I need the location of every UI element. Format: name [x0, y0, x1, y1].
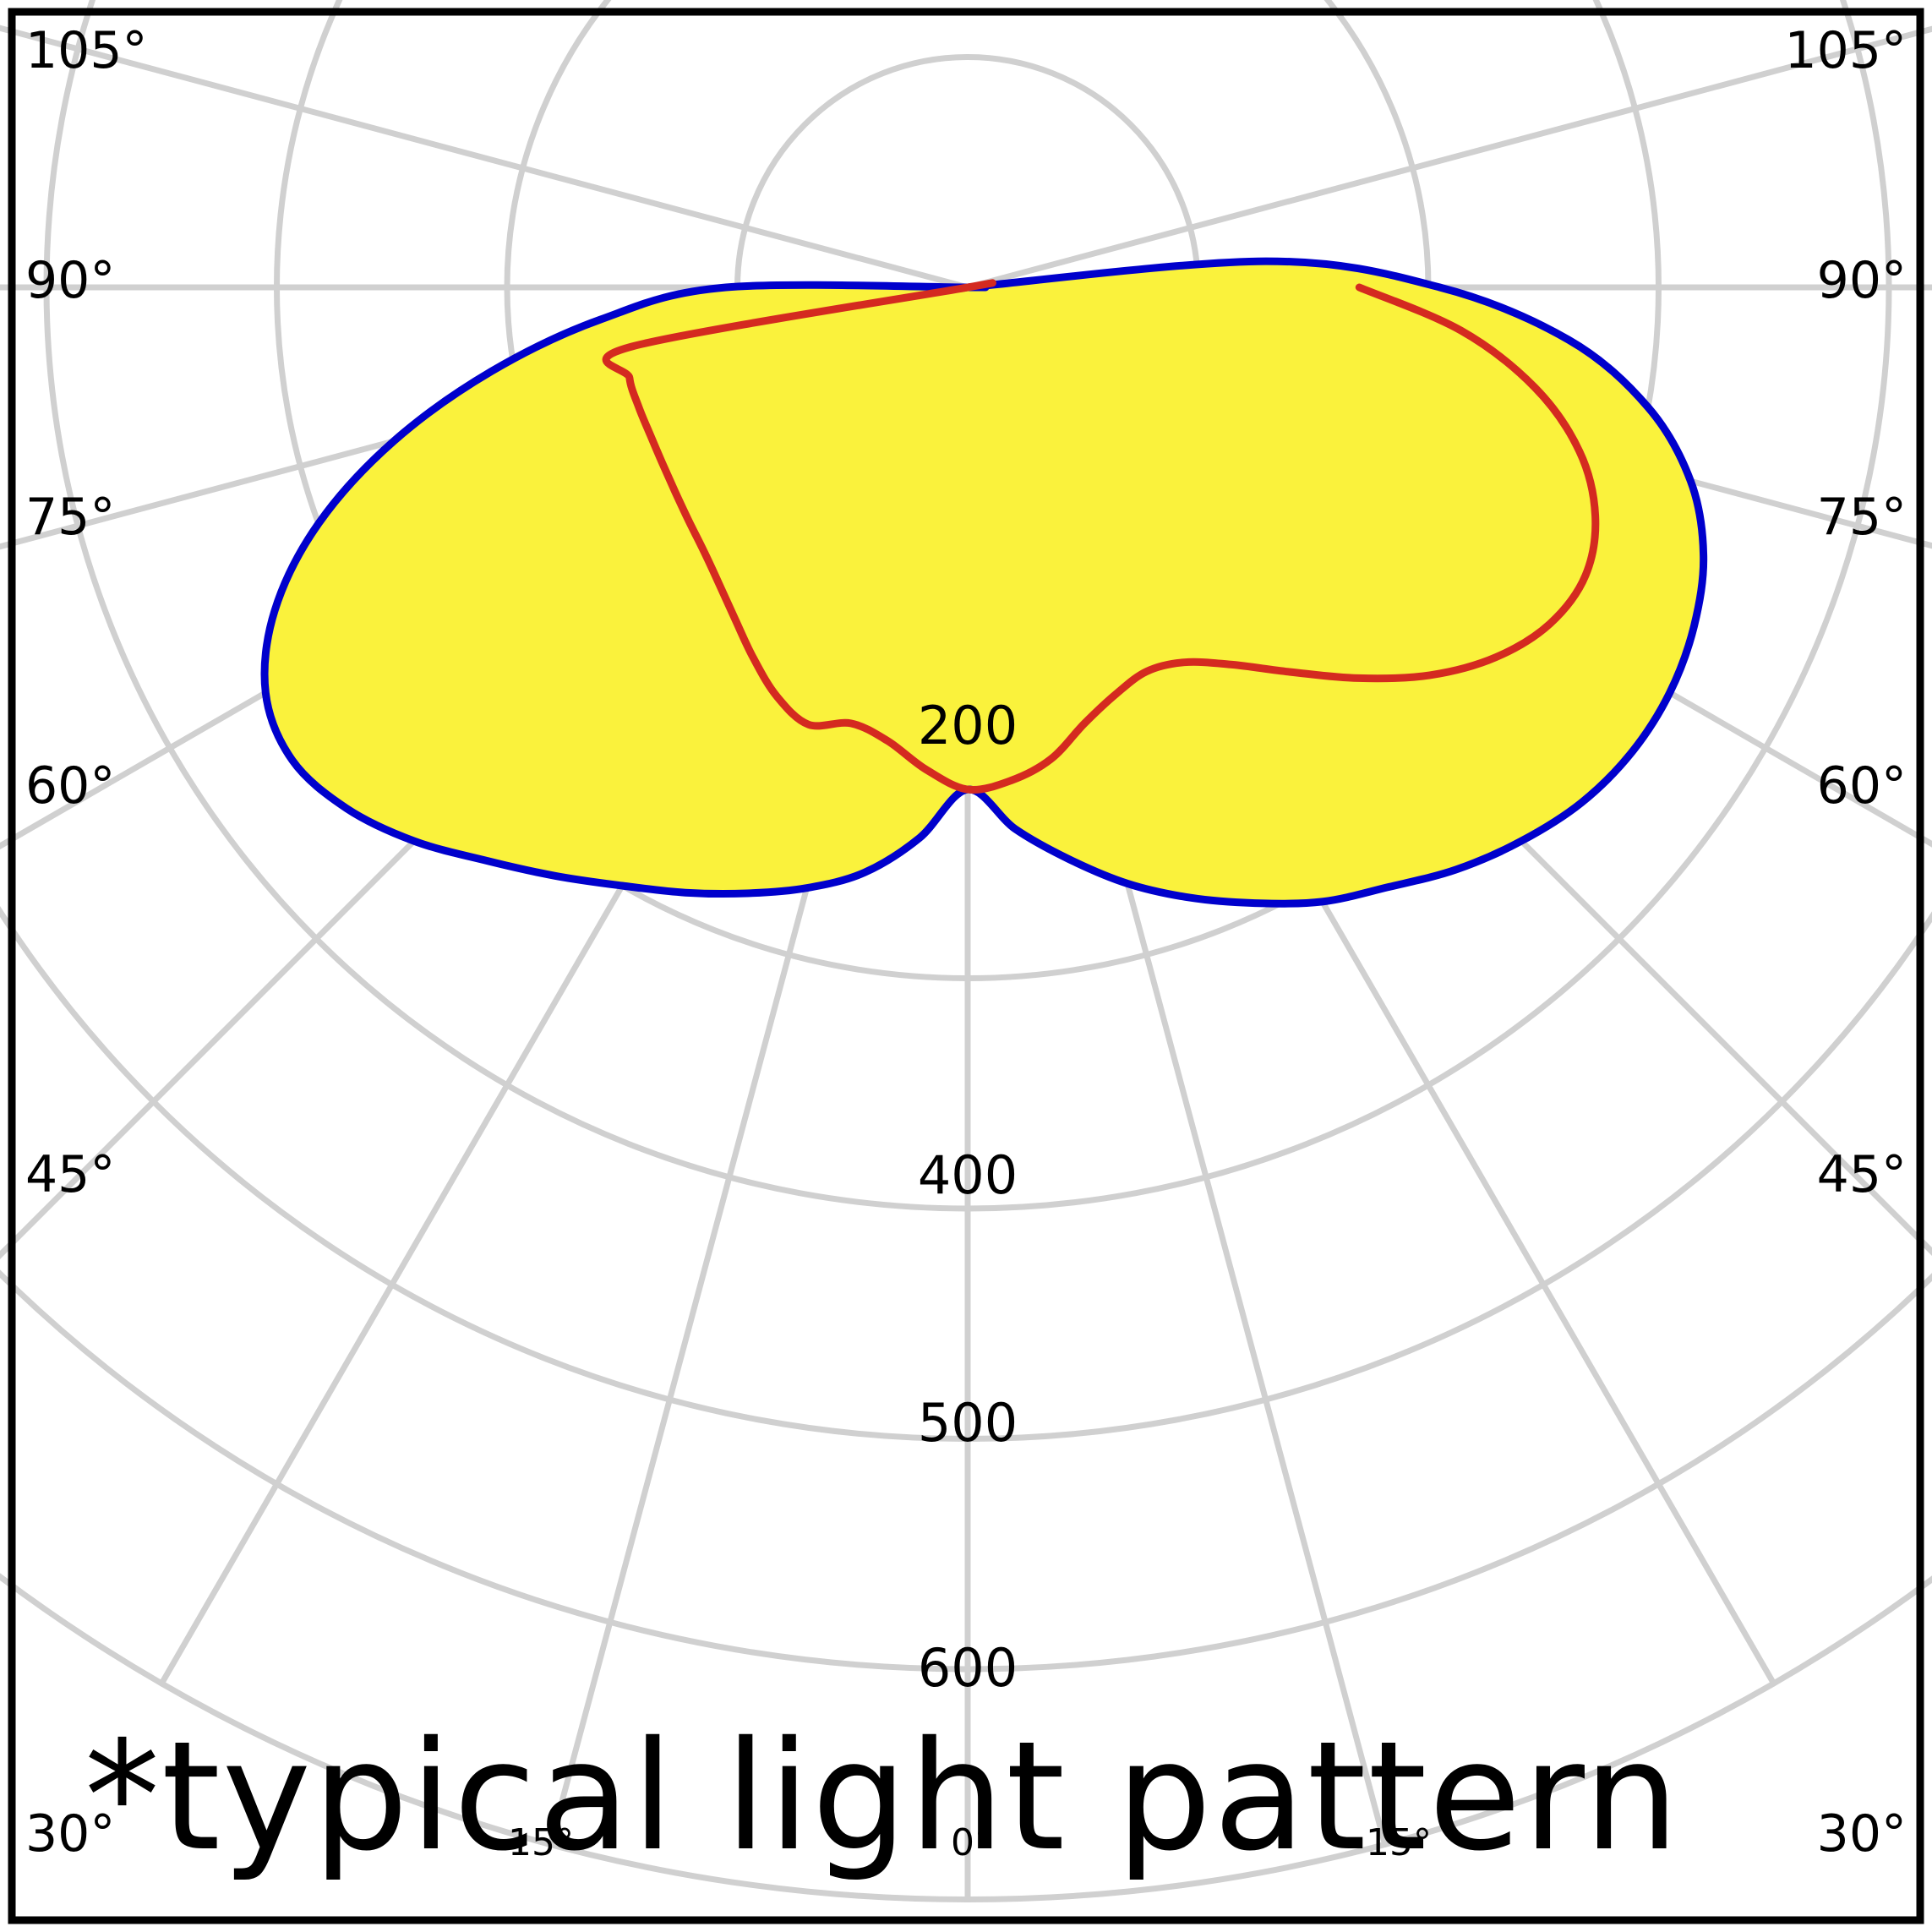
angle-label-right-1: 90° [1817, 251, 1907, 310]
fill-region-c90-c270 [606, 282, 1596, 790]
luminous-intensity-fill [265, 261, 1704, 904]
radial-tick-label-200: 200 [918, 695, 1018, 756]
angle-label-right-0: 105° [1784, 21, 1907, 80]
curve-c0-c180 [260, 257, 1708, 908]
radial-tick-label-500: 500 [918, 1392, 1018, 1454]
angle-label-left-4: 45° [25, 1145, 115, 1204]
angle-label-bottom-2: 15° [1366, 1821, 1432, 1864]
plot-frame-border [8, 8, 1924, 1924]
angle-tick-labels: 105° 90° 75° 60° 45° 30° 105° 90° 75° 60° 45° 30° 15… [25, 21, 1907, 1864]
angle-label-right-2: 75° [1817, 488, 1907, 547]
angle-label-bottom-1: 0° [951, 1821, 993, 1864]
angle-label-left-2: 75° [25, 488, 115, 547]
angle-label-right-3: 60° [1817, 756, 1907, 816]
curve-c90-c270 [602, 279, 1600, 794]
radial-tick-labels: 200 400 500 600 [918, 695, 1018, 1699]
caption-typical-light-pattern: *typical light pattern [85, 1709, 1681, 1884]
radial-tick-label-600: 600 [918, 1637, 1018, 1699]
grid-spoke-105 [964, 25, 1932, 291]
radial-tick-label-400: 400 [918, 1144, 1018, 1206]
angle-label-left-1: 90° [25, 251, 115, 310]
angle-label-right-4: 45° [1817, 1145, 1907, 1204]
angle-label-left-0: 105° [25, 21, 148, 80]
angle-label-left-3: 60° [25, 756, 115, 816]
angle-label-bottom-0: 15° [508, 1821, 574, 1864]
angle-label-left-5: 30° [25, 1804, 115, 1864]
angle-label-right-5: 30° [1817, 1804, 1907, 1864]
grid-spoke--105 [0, 25, 971, 291]
caption-text: *typical light pattern [85, 1709, 1681, 1884]
